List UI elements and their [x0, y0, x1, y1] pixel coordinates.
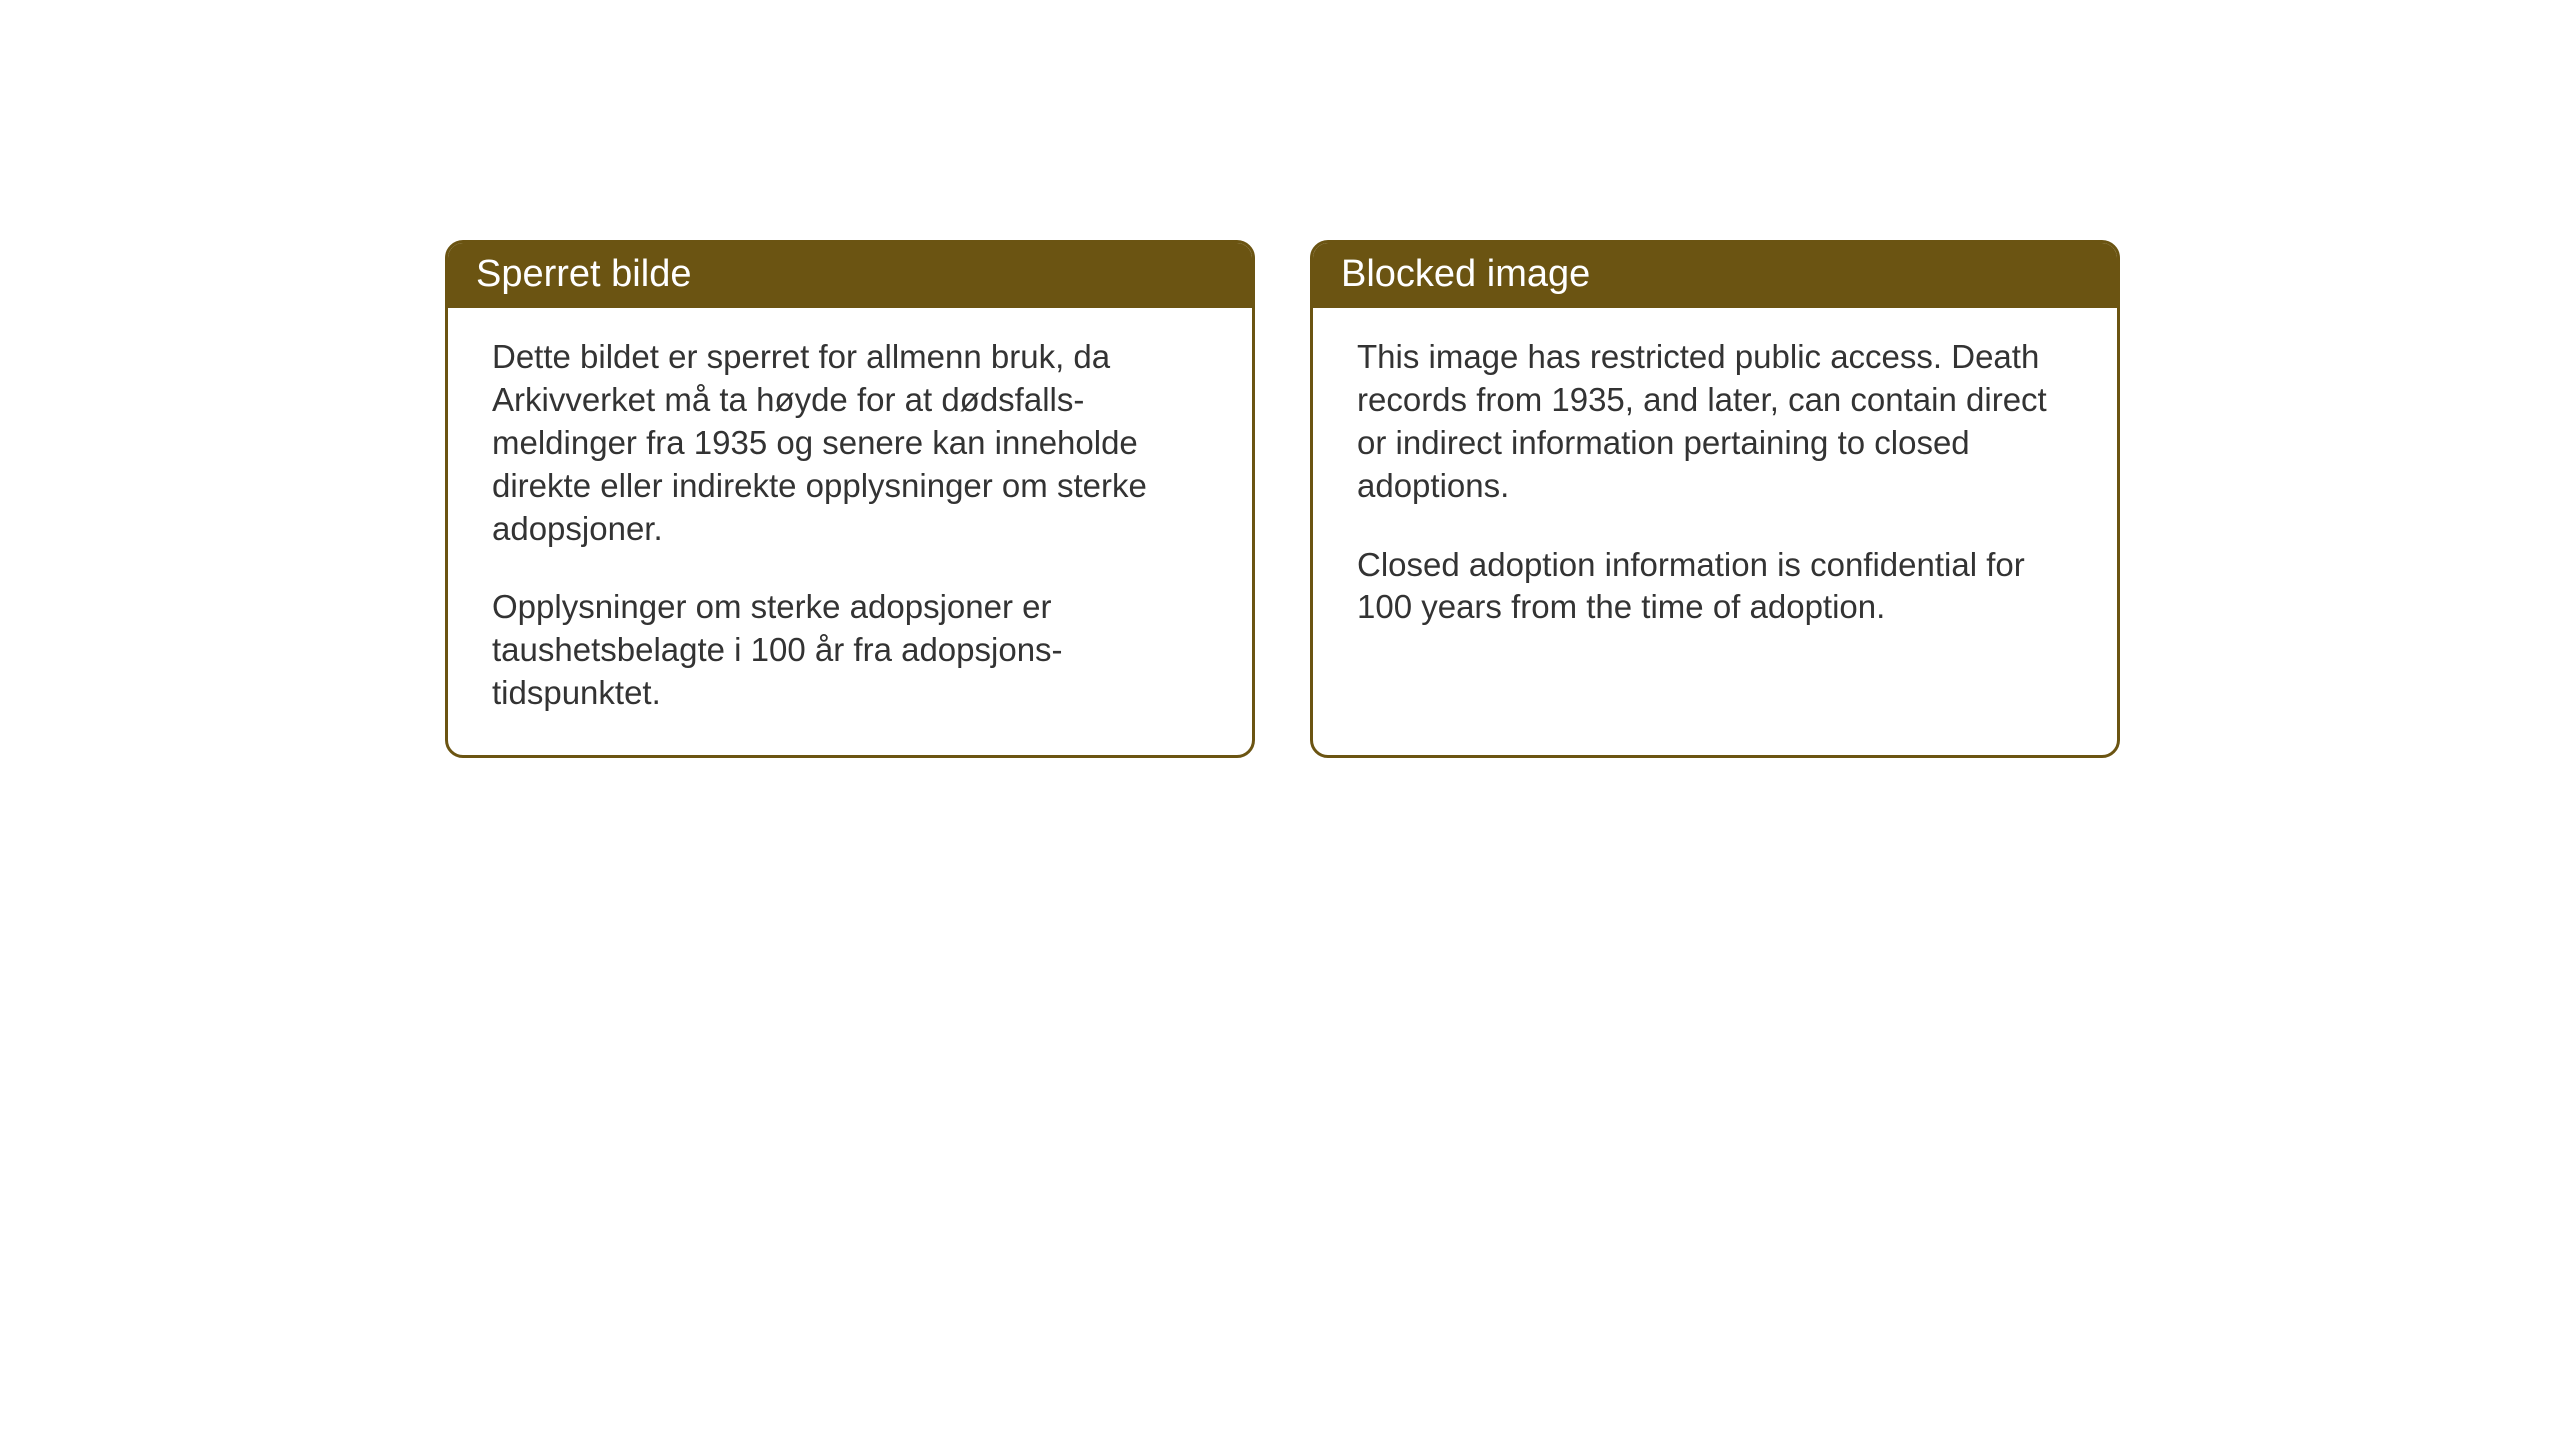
notice-body-norwegian: Dette bildet er sperret for allmenn bruk…: [448, 308, 1252, 755]
notice-paragraph: Closed adoption information is confident…: [1357, 544, 2073, 630]
notice-paragraph: Opplysninger om sterke adopsjoner er tau…: [492, 586, 1208, 715]
notice-header-english: Blocked image: [1313, 243, 2117, 308]
notice-card-english: Blocked image This image has restricted …: [1310, 240, 2120, 758]
notice-header-norwegian: Sperret bilde: [448, 243, 1252, 308]
notice-container: Sperret bilde Dette bildet er sperret fo…: [445, 240, 2120, 758]
notice-paragraph: This image has restricted public access.…: [1357, 336, 2073, 508]
notice-card-norwegian: Sperret bilde Dette bildet er sperret fo…: [445, 240, 1255, 758]
notice-paragraph: Dette bildet er sperret for allmenn bruk…: [492, 336, 1208, 550]
notice-body-english: This image has restricted public access.…: [1313, 308, 2117, 669]
